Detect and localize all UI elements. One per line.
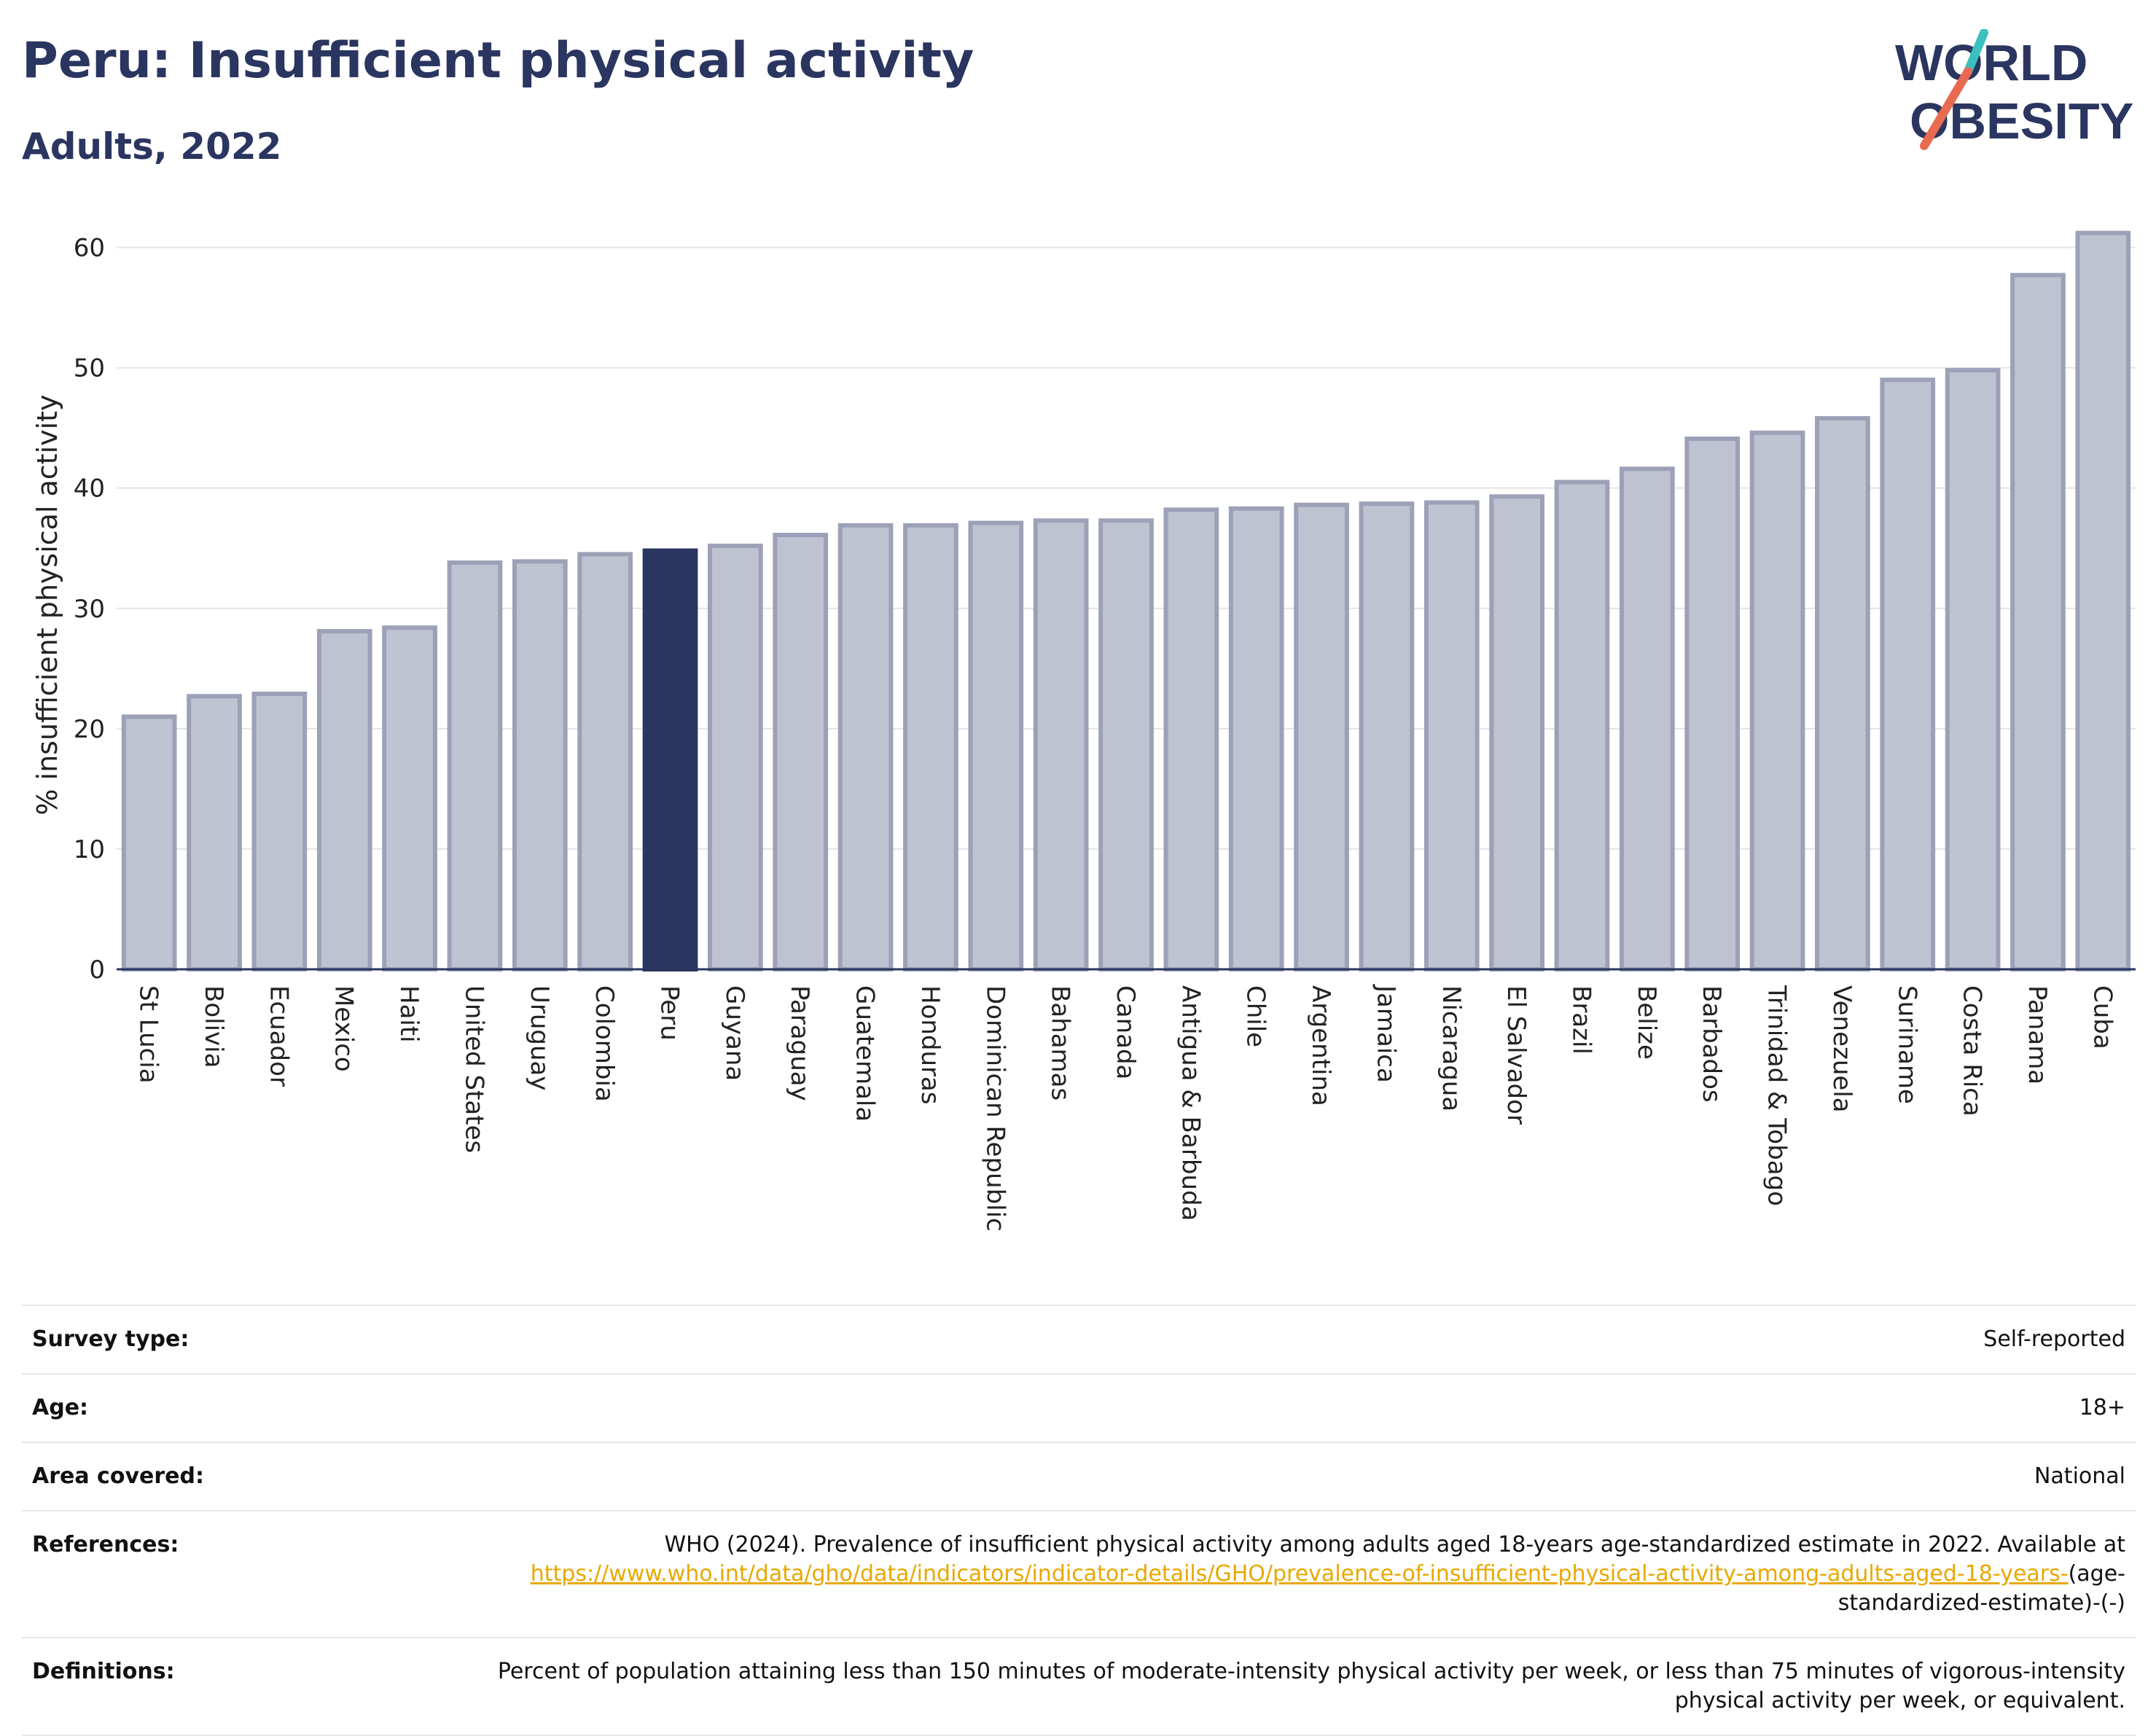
x-tick-label-peru: Peru	[655, 985, 684, 1041]
x-tick-label-bahamas: Bahamas	[1046, 985, 1075, 1100]
y-tick-label-60: 60	[74, 234, 105, 263]
x-tick-label-united-states: United States	[459, 985, 488, 1153]
bar-barbados	[1684, 437, 1741, 971]
bar-st-lucia	[121, 714, 177, 971]
info-row-area: Area covered: National	[22, 1442, 2136, 1512]
bar-costa-rica	[1945, 367, 2001, 971]
x-tick-label-guatemala: Guatemala	[851, 985, 880, 1122]
bar-antigua-barbuda	[1163, 507, 1219, 971]
bar-ecuador	[251, 691, 308, 971]
info-row-definitions: Definitions: Percent of population attai…	[22, 1637, 2136, 1736]
bar-belize	[1619, 466, 1675, 971]
world-obesity-logo: WORLD OBESITY	[1895, 29, 2133, 150]
bar-uruguay	[512, 559, 568, 971]
info-table: Survey type: Self-reported Age: 18+ Area…	[22, 1305, 2136, 1736]
y-tick-label-0: 0	[89, 955, 105, 985]
references-link[interactable]: https://www.who.int/data/gho/data/indica…	[530, 1561, 2069, 1587]
logo-slash-teal	[1964, 29, 1988, 76]
x-tick-label-st-lucia: St Lucia	[134, 985, 163, 1084]
definitions-label: Definitions:	[22, 1637, 421, 1736]
x-tick-label-nicaragua: Nicaragua	[1437, 985, 1466, 1111]
bar-trinidad-tobago	[1749, 430, 1805, 971]
bar-guyana	[708, 543, 763, 971]
y-tick-label-50: 50	[74, 354, 105, 383]
x-tick-label-cuba: Cuba	[2087, 985, 2117, 1049]
area-value: National	[421, 1442, 2136, 1512]
bar-canada	[1098, 518, 1154, 971]
bar-chart: 0 10 20 30 40 50 60 % insufficient physical act…	[31, 230, 2136, 1232]
survey-type-label: Survey type:	[22, 1305, 421, 1375]
y-tick-label-40: 40	[74, 474, 105, 504]
bar-mexico	[316, 629, 372, 972]
bar-nicaragua	[1423, 500, 1480, 971]
info-row-references: References: WHO (2024). Prevalence of in…	[22, 1510, 2136, 1638]
info-row-age: Age: 18+	[22, 1373, 2136, 1443]
bar-colombia	[577, 552, 633, 971]
x-tick-label-jamaica: Jamaica	[1371, 984, 1400, 1083]
bar-cuba	[2075, 230, 2131, 971]
y-tick-label-10: 10	[74, 835, 105, 864]
x-tick-label-costa-rica: Costa Rica	[1958, 985, 1987, 1117]
x-tick-label-argentina: Argentina	[1306, 985, 1335, 1106]
x-tick-label-uruguay: Uruguay	[525, 985, 554, 1091]
bar-guatemala	[837, 523, 894, 971]
bar-el-salvador	[1489, 494, 1544, 971]
bar-jamaica	[1359, 501, 1415, 971]
chart-title: Peru: Insufficient physical activity	[22, 32, 975, 90]
x-tick-label-belize: Belize	[1632, 985, 1661, 1060]
x-tick-label-trinidad-tobago: Trinidad & Tobago	[1762, 985, 1792, 1206]
x-tick-label-suriname: Suriname	[1892, 985, 1921, 1104]
bar-haiti	[382, 625, 437, 972]
x-tick-label-mexico: Mexico	[329, 985, 359, 1072]
bar-brazil	[1554, 480, 1610, 971]
y-tick-label-20: 20	[74, 715, 105, 744]
x-tick-label-venezuela: Venezuela	[1827, 985, 1856, 1113]
x-tick-label-antigua-barbuda: Antigua & Barbuda	[1176, 985, 1205, 1221]
x-tick-label-guyana: Guyana	[720, 985, 749, 1081]
bar-venezuela	[1815, 415, 1870, 971]
age-value: 18+	[421, 1373, 2136, 1443]
references-suffix: (age-standardized-estimate)-(-)	[1837, 1561, 2125, 1616]
x-tick-label-haiti: Haiti	[394, 985, 423, 1043]
bar-bahamas	[1033, 518, 1089, 971]
info-row-survey-type: Survey type: Self-reported	[22, 1305, 2136, 1375]
bar-honduras	[903, 523, 958, 971]
chart-subtitle: Adults, 2022	[22, 125, 282, 168]
bar-argentina	[1294, 502, 1349, 971]
x-tick-label-colombia: Colombia	[590, 985, 619, 1102]
bar-united-states	[447, 560, 503, 971]
references-value: WHO (2024). Prevalence of insufficient p…	[421, 1510, 2136, 1638]
bar-chile	[1228, 506, 1284, 971]
x-tick-label-bolivia: Bolivia	[199, 985, 228, 1068]
definitions-value: Percent of population attaining less tha…	[421, 1637, 2136, 1736]
x-tick-label-canada: Canada	[1111, 985, 1140, 1079]
area-label: Area covered:	[22, 1442, 421, 1512]
x-tick-label-barbados: Barbados	[1697, 985, 1726, 1103]
x-tick-label-el-salvador: El Salvador	[1501, 985, 1531, 1125]
bar-paraguay	[773, 533, 829, 971]
bar-peru	[642, 548, 698, 971]
bar-suriname	[1880, 378, 1936, 971]
x-tick-label-chile: Chile	[1241, 985, 1270, 1047]
logo-slash-coral	[1920, 67, 1972, 150]
bar-dominican-republic	[968, 520, 1024, 971]
y-tick-label-30: 30	[74, 595, 105, 624]
references-text: WHO (2024). Prevalence of insufficient p…	[664, 1532, 2125, 1557]
x-tick-label-honduras: Honduras	[915, 985, 945, 1105]
references-label: References:	[22, 1510, 421, 1638]
x-tick-label-paraguay: Paraguay	[785, 985, 814, 1101]
logo-text-world: WORLD	[1895, 34, 2087, 91]
x-tick-label-ecuador: Ecuador	[264, 985, 293, 1087]
x-tick-label-brazil: Brazil	[1566, 985, 1595, 1055]
bar-panama	[2010, 273, 2066, 971]
age-label: Age:	[22, 1373, 421, 1443]
bar-bolivia	[187, 694, 242, 971]
x-tick-label-panama: Panama	[2023, 985, 2052, 1084]
survey-type-value: Self-reported	[421, 1305, 2136, 1375]
x-tick-label-dominican-republic: Dominican Republic	[980, 985, 1009, 1232]
y-axis-label: % insufficient physical activity	[31, 394, 63, 815]
